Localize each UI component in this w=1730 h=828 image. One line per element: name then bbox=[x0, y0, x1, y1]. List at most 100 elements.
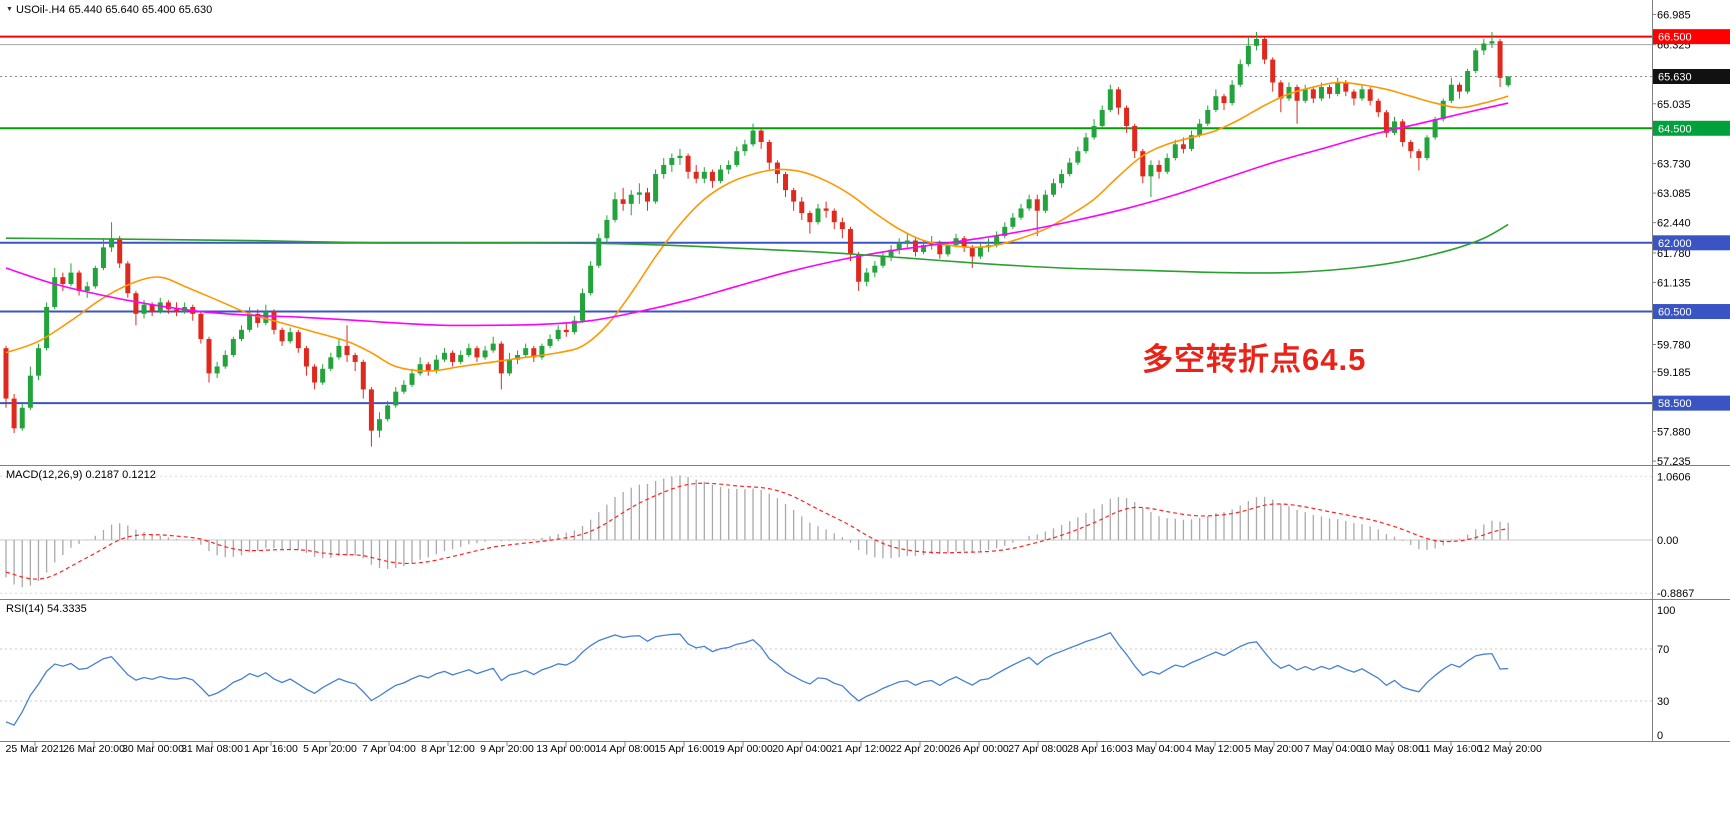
time-axis-label: 5 May 20:00 bbox=[1245, 743, 1303, 755]
candle-body bbox=[52, 277, 58, 307]
candle-body bbox=[1229, 84, 1235, 104]
candle-body bbox=[921, 245, 927, 252]
candle-body bbox=[466, 348, 472, 356]
candle-body bbox=[1473, 50, 1479, 72]
candle-body bbox=[303, 348, 309, 367]
candle-body bbox=[612, 199, 618, 220]
candle-body bbox=[165, 302, 171, 310]
candle-body bbox=[604, 219, 610, 239]
candle-body bbox=[563, 329, 569, 333]
candle-body bbox=[620, 199, 626, 204]
candle-body bbox=[490, 343, 496, 351]
candle-body bbox=[1067, 162, 1073, 175]
macd-scale-label: 1.0606 bbox=[1657, 471, 1691, 483]
candle-body bbox=[1156, 164, 1162, 172]
candle-body bbox=[880, 256, 886, 266]
candle-body bbox=[580, 293, 586, 321]
candle-body bbox=[1481, 43, 1487, 51]
candle-body bbox=[896, 242, 902, 250]
macd-indicator-label: MACD(12,26,9) 0.2187 0.1212 bbox=[6, 469, 156, 481]
candle-body bbox=[133, 293, 139, 314]
time-axis-label: 11 May 16:00 bbox=[1420, 743, 1483, 755]
macd-indicator-text: MACD(12,26,9) 0.2187 0.1212 bbox=[6, 469, 156, 481]
candle-body bbox=[1124, 107, 1130, 126]
candle-body bbox=[1140, 151, 1146, 177]
rsi-panel: 100 70 30 0 bbox=[0, 605, 1675, 742]
candle-body bbox=[1432, 119, 1438, 138]
price-badge bbox=[1653, 29, 1730, 45]
time-axis-label: 26 Mar 20:00 bbox=[63, 743, 125, 755]
candle-body bbox=[555, 329, 561, 340]
rsi-indicator-label: RSI(14) 54.3335 bbox=[6, 603, 87, 615]
macd-panel: 1.0606 0.00 -0.8867 bbox=[0, 471, 1694, 600]
price-badge-label: 65.630 bbox=[1658, 72, 1692, 84]
price-tick-label: 59.780 bbox=[1657, 340, 1691, 352]
candle-body bbox=[1367, 89, 1373, 101]
candle-body bbox=[506, 359, 512, 374]
candle-body bbox=[1172, 144, 1178, 159]
ma-slow-line bbox=[5, 223, 1509, 274]
candle-body bbox=[994, 235, 1000, 246]
price-badge-label: 58.500 bbox=[1658, 398, 1692, 410]
chart-annotation-text[interactable]: 多空转折点64.5 bbox=[1142, 342, 1367, 377]
candle-body bbox=[1083, 137, 1089, 152]
time-axis-label: 4 May 12:00 bbox=[1186, 743, 1244, 755]
candle-body bbox=[312, 366, 318, 383]
candle-body bbox=[1213, 96, 1219, 110]
candle-body bbox=[84, 286, 90, 291]
candle-body bbox=[864, 272, 870, 282]
price-badge-label: 66.500 bbox=[1658, 32, 1692, 44]
candle-body bbox=[823, 208, 829, 211]
candle-body bbox=[718, 169, 724, 181]
candle-body bbox=[417, 364, 423, 374]
candle-body bbox=[815, 208, 821, 223]
candle-body bbox=[1440, 100, 1446, 120]
candle-body bbox=[523, 348, 529, 356]
candle-body bbox=[287, 332, 293, 342]
candle-body bbox=[961, 238, 967, 248]
time-axis-label: 25 Mar 2021 bbox=[6, 743, 65, 755]
candle-body bbox=[1294, 87, 1300, 101]
candle-body bbox=[401, 384, 407, 392]
candle-body bbox=[1335, 82, 1341, 94]
candle-body bbox=[109, 238, 115, 248]
candle-body bbox=[174, 309, 180, 312]
price-axis[interactable]: 66.98566.32565.03563.73063.08562.44061.7… bbox=[1652, 0, 1730, 741]
candle-body bbox=[149, 304, 155, 312]
candle-body bbox=[1343, 82, 1349, 92]
price-tick-label: 65.035 bbox=[1657, 99, 1691, 111]
candle-body bbox=[1180, 144, 1186, 149]
rsi-scale-label: 70 bbox=[1657, 644, 1669, 656]
candle-body bbox=[945, 245, 951, 255]
time-axis-label: 22 Apr 20:00 bbox=[890, 743, 950, 755]
candle-body bbox=[141, 304, 147, 314]
rsi-scale-label: 30 bbox=[1657, 696, 1669, 708]
time-axis-label: 1 Apr 16:00 bbox=[244, 743, 298, 755]
candle-body bbox=[1002, 226, 1008, 236]
rsi-indicator-text: RSI(14) 54.3335 bbox=[6, 603, 87, 615]
candle-body bbox=[279, 329, 285, 342]
candle-body bbox=[1505, 76, 1511, 86]
level-lines-layer bbox=[0, 35, 1652, 405]
candle-body bbox=[1189, 135, 1195, 149]
candle-body bbox=[856, 254, 862, 282]
candle-body bbox=[1327, 87, 1333, 94]
candle-body bbox=[433, 359, 439, 372]
time-axis-label: 27 Apr 08:00 bbox=[1008, 743, 1068, 755]
candle-body bbox=[661, 164, 667, 175]
candle-body bbox=[425, 364, 431, 372]
candle-body bbox=[68, 272, 74, 285]
candle-body bbox=[255, 313, 261, 323]
price-badge bbox=[1653, 120, 1730, 136]
candle-body bbox=[1107, 89, 1113, 110]
candle-body bbox=[1351, 91, 1357, 99]
symbol-dropdown-icon[interactable]: ▼ bbox=[6, 6, 13, 13]
candle-body bbox=[1245, 45, 1251, 65]
candle-body bbox=[19, 407, 25, 429]
candle-body bbox=[385, 405, 391, 420]
time-axis-label: 7 May 04:00 bbox=[1304, 743, 1362, 755]
candle-body bbox=[742, 144, 748, 152]
candle-body bbox=[669, 158, 675, 165]
